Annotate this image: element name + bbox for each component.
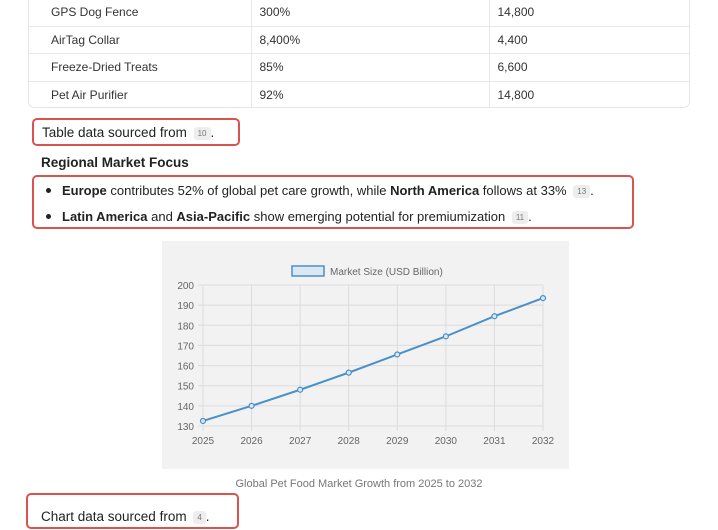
data-point (297, 386, 304, 393)
table-source-line: Table data sourced from 10. (42, 125, 214, 140)
y-tick-label: 200 (177, 281, 194, 292)
y-tick-label: 140 (177, 402, 194, 413)
legend-swatch (291, 265, 325, 277)
table-cell: Pet Air Purifier (29, 80, 251, 107)
bullet-bold: Europe (62, 183, 107, 198)
data-point (345, 369, 352, 376)
data-point (539, 294, 547, 302)
x-tick-label: 2028 (338, 436, 361, 447)
chart-caption: Global Pet Food Market Growth from 2025 … (235, 478, 483, 490)
y-tick-label: 190 (177, 301, 194, 312)
table-citation-chip[interactable]: 10 (193, 126, 211, 140)
y-tick-label: 130 (177, 422, 194, 433)
x-tick-label: 2026 (240, 436, 263, 447)
x-tick-label: 2027 (289, 436, 312, 447)
table-cell: Freeze-Dried Treats (29, 53, 251, 81)
bullet-bold: North America (390, 183, 480, 198)
chart-source-text: Chart data sourced from (41, 509, 187, 524)
data-point (394, 351, 401, 358)
table-row: Freeze-Dried Treats 85% 6,600 (29, 53, 689, 81)
table-cell: 14,800 (488, 80, 689, 107)
chart-citation-chip[interactable]: 4 (193, 510, 206, 524)
bullet-text: show emerging potential for premiumizati… (250, 209, 506, 224)
table-cell: 85% (250, 53, 489, 81)
table-source-text: Table data sourced from (42, 125, 187, 140)
table-row: AirTag Collar 8,400% 4,400 (29, 25, 689, 54)
bullet-text: follows at 33% (479, 183, 567, 198)
table-cell: AirTag Collar (29, 25, 251, 54)
table-row: GPS Dog Fence 300% 14,800 (29, 0, 689, 26)
data-point (442, 333, 449, 340)
data-point (491, 313, 498, 320)
regional-bullets-highlight: Europe contributes 52% of global pet car… (32, 175, 634, 229)
line-chart: 130 140 150 160 170 180 190 200 2025 2026 2027 2028… (177, 265, 555, 447)
x-tick-label: 2030 (435, 436, 458, 447)
chart-source-line: Chart data sourced from 4. (41, 509, 210, 524)
bullet-end: . (590, 183, 594, 198)
table-row: Pet Air Purifier 92% 14,800 (29, 80, 689, 107)
legend-label: Market Size (USD Billion) (330, 267, 443, 278)
table-cell: 92% (250, 80, 489, 107)
y-tick-label: 150 (177, 382, 194, 393)
table-cell: GPS Dog Fence (51, 5, 139, 20)
x-tick-label: 2032 (532, 436, 555, 447)
bullet-europe: Europe contributes 52% of global pet car… (46, 183, 594, 199)
data-table: GPS Dog Fence 300% 14,800 AirTag Collar 8,40… (28, 0, 690, 108)
y-tick-label: 180 (177, 321, 194, 332)
table-cell: 14,800 (488, 0, 689, 26)
table-cell: 4,400 (488, 25, 689, 54)
bullet-latam-apac: Latin America and Asia-Pacific show emer… (46, 209, 532, 225)
citation-chip-13[interactable]: 13 (573, 185, 591, 199)
x-tick-label: 2031 (483, 436, 506, 447)
bullet-dot (46, 214, 51, 220)
bullet-dot (46, 188, 51, 194)
y-tick-label: 170 (177, 341, 194, 352)
data-point (248, 402, 255, 409)
bullet-bold: Latin America (62, 209, 148, 224)
chart-panel: 130 140 150 160 170 180 190 200 2025 2026 2027 2028… (162, 241, 569, 469)
bullet-text: and (147, 209, 177, 224)
chart-source-end: . (205, 509, 210, 524)
table-cell: 300% (250, 0, 489, 26)
x-tick-label: 2029 (386, 436, 409, 447)
table-source-end: . (210, 125, 215, 140)
bullet-text: contributes 52% of global pet care growt… (106, 183, 391, 198)
data-point (199, 417, 207, 425)
bullet-bold: Asia-Pacific (176, 209, 251, 224)
bullet-end: . (528, 209, 532, 224)
chart-source-highlight: Chart data sourced from 4. (26, 493, 239, 529)
trend-table: GPS Dog Fence 300% 14,800 AirTag Collar 8,40… (29, 0, 689, 107)
citation-chip-11[interactable]: 11 (511, 211, 529, 225)
regional-heading: Regional Market Focus (41, 155, 189, 170)
table-cell: 8,400% (250, 25, 489, 54)
table-cell: 6,600 (488, 53, 689, 81)
series-line (202, 297, 544, 422)
y-tick-label: 160 (177, 362, 194, 373)
x-tick-label: 2025 (192, 436, 215, 447)
table-source-highlight: Table data sourced from 10. (32, 118, 240, 146)
